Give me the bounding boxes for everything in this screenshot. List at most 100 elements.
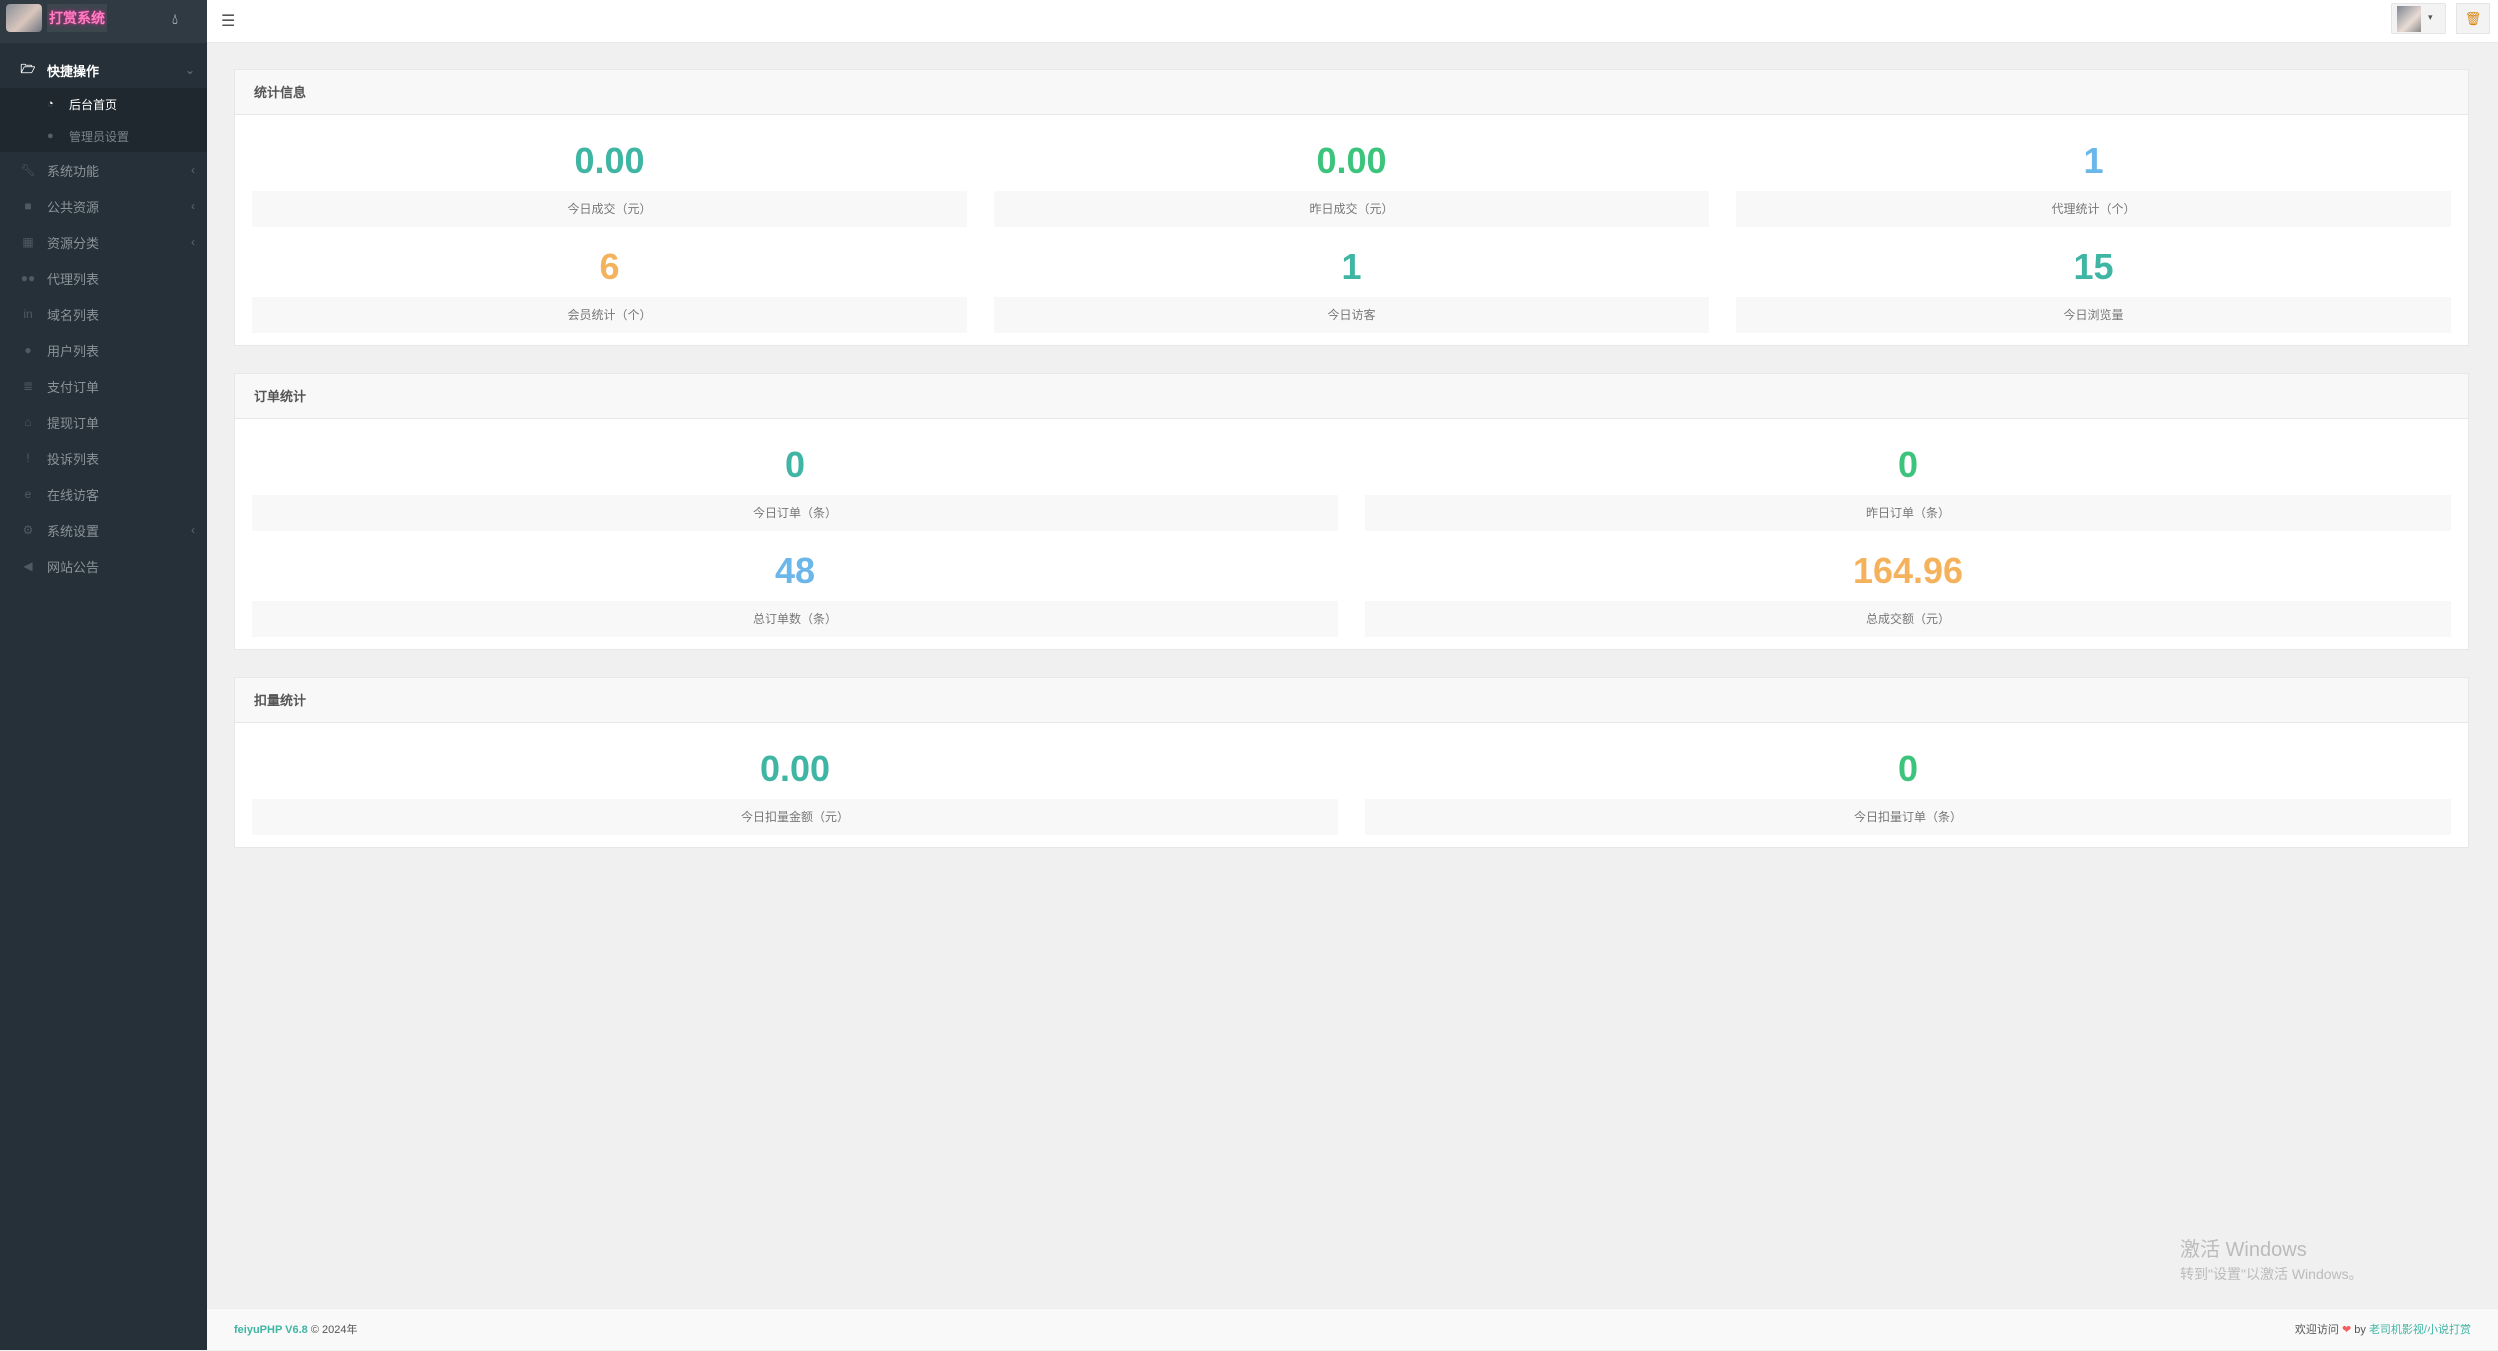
stat-label: 今日扣量订单（条） [1365,799,2451,835]
footer-by: by [2354,1324,2366,1336]
user-menu-button[interactable]: ▾ [2391,3,2446,34]
footer-welcome: 欢迎访问 [2294,1324,2339,1336]
sidebar-item-6[interactable]: ● 用户列表 [0,332,207,368]
watermark-subtitle: 转到"设置"以激活 Windows。 [2180,1266,2363,1282]
submenu: ◔ 后台首页 ● 管理员设置 [0,88,207,152]
footer-copyright: © 2024年 [310,1324,358,1336]
stat-card: 0 今日订单（条） [252,437,1338,543]
sidebar-item-label: 用户列表 [47,343,100,359]
sidebar-item-7[interactable]: ≣ 支付订单 [0,368,207,404]
video-camera-icon: ■ [24,199,32,213]
panel-title: 统计信息 [235,70,2468,115]
grid-icon: ▦ [22,235,34,249]
sidebar-item-label: 投诉列表 [47,451,100,467]
stat-value: 1 [1341,246,1362,287]
sidebar-item-label: 快捷操作 [47,63,100,79]
watermark-title: 激活 Windows [2180,1239,2307,1261]
sidebar-item-5[interactable]: in 域名列表 [0,296,207,332]
bank-icon: ⌂ [24,415,32,429]
submenu-item-0[interactable]: ◔ 后台首页 [0,88,207,120]
hamburger-icon[interactable]: ☰ [221,13,236,30]
footer: feiyuPHP V6.8 © 2024年 欢迎访问 ❤ by 老司机影视/小说… [207,1308,2498,1350]
stat-card: 0.00 昨日成交（元） [994,133,1709,239]
chevron-down-icon: ⌄ [184,63,195,77]
stat-card: 164.96 总成交额（元） [1365,543,2451,649]
chevron-left-icon: ‹ [191,523,195,537]
stat-card: 0.00 今日扣量金额（元） [252,741,1338,847]
user-avatar [2397,6,2421,32]
trash-icon: 🗑︎ [2464,11,2482,26]
footer-brand[interactable]: feiyuPHP V6.8 [234,1324,308,1336]
clear-cache-button[interactable]: 🗑︎ [2456,3,2490,34]
stat-label: 今日浏览量 [1736,297,2451,333]
user-icon: ● [24,343,32,357]
sidebar-menu: 🗁 快捷操作 ⌄ ◔ 后台首页 ● 管理员设置 🔧︎ 系统功能 ‹ ■ 公共资源 ‹ ▦ 资源分类 ‹ ●● 代理… [0,52,207,584]
logo-bar: 打赏系统 💧︎ [0,0,207,43]
footer-site-link[interactable]: 老司机影视/小说打赏 [2368,1324,2471,1336]
brand-logo: 打赏系统 [47,4,107,32]
sidebar-item-10[interactable]: e 在线访客 [0,476,207,512]
stat-card: 1 今日访客 [994,239,1709,345]
stat-label: 昨日成交（元） [994,191,1709,227]
sidebar-item-3[interactable]: ▦ 资源分类 ‹ [0,224,207,260]
sidebar-item-12[interactable]: ◀ 网站公告 [0,548,207,584]
stat-label: 今日成交（元） [252,191,967,227]
sidebar-item-label: 提现订单 [47,415,100,431]
stat-value: 0 [1897,444,1919,485]
stat-card: 0 昨日订单（条） [1365,437,2451,543]
stat-label: 代理统计（个） [1736,191,2451,227]
stat-value: 15 [2073,246,2114,287]
sidebar-item-label: 系统功能 [47,163,100,179]
dashboard-icon: ◔ [47,98,54,110]
sidebar-item-8[interactable]: ⌂ 提现订单 [0,404,207,440]
stat-card: 0 今日扣量订单（条） [1365,741,2451,847]
sidebar-item-0[interactable]: 🗁 快捷操作 ⌄ [0,52,207,88]
stat-label: 今日扣量金额（元） [252,799,1338,835]
submenu-item-label: 管理员设置 [69,129,130,144]
linkedin-icon: in [23,307,33,321]
admin-avatar [6,4,42,32]
wrench-icon: 🔧︎ [20,163,36,177]
users-icon: ●● [20,271,36,285]
sidebar-item-label: 公共资源 [47,199,100,215]
stats-panel: 统计信息 0.00 今日成交（元） 0.00 昨日成交（元） 1 代理统计（个） 6 会员统计（… [234,69,2469,346]
bullhorn-icon: ◀ [23,559,33,573]
stat-value: 164.96 [1852,550,1964,591]
sidebar-item-9[interactable]: ! 投诉列表 [0,440,207,476]
submenu-item-label: 后台首页 [69,97,118,112]
stat-label: 总订单数（条） [252,601,1338,637]
stat-value: 0.00 [1316,140,1387,181]
droplet-icon[interactable]: 💧︎ [172,11,179,28]
stat-label: 今日访客 [994,297,1709,333]
stat-value: 0 [1897,748,1919,789]
stat-value: 6 [599,246,620,287]
exclamation-circle-icon: ! [26,451,30,465]
panel-title: 扣量统计 [235,678,2468,723]
stat-label: 总成交额（元） [1365,601,2451,637]
sidebar-item-1[interactable]: 🔧︎ 系统功能 ‹ [0,152,207,188]
sidebar-item-label: 代理列表 [47,271,100,287]
stats-panel: 扣量统计 0.00 今日扣量金额（元） 0 今日扣量订单（条） [234,677,2469,848]
sidebar-item-4[interactable]: ●● 代理列表 [0,260,207,296]
submenu-item-1[interactable]: ● 管理员设置 [0,120,207,152]
stat-card: 1 代理统计（个） [1736,133,2451,239]
stat-value: 1 [2083,140,2104,181]
folder-open-icon: 🗁 [20,61,36,76]
sidebar-item-label: 系统设置 [47,523,100,539]
windows-activation-watermark: 激活 Windows 转到"设置"以激活 Windows。 [2180,1233,2363,1284]
sidebar-item-11[interactable]: ⚙ 系统设置 ‹ [0,512,207,548]
database-icon: ≣ [22,379,34,393]
stat-label: 昨日订单（条） [1365,495,2451,531]
gear-icon: ⚙ [22,523,34,537]
stat-value: 0.00 [574,140,645,181]
edge-icon: e [24,487,32,501]
sidebar-item-2[interactable]: ■ 公共资源 ‹ [0,188,207,224]
user-icon: ● [47,130,54,142]
stat-label: 今日订单（条） [252,495,1338,531]
panel-title: 订单统计 [235,374,2468,419]
topbar: ☰ ▾ 🗑︎ [207,0,2498,43]
stat-card: 0.00 今日成交（元） [252,133,967,239]
stat-card: 15 今日浏览量 [1736,239,2451,345]
sidebar-item-label: 域名列表 [47,307,100,323]
sidebar-item-label: 网站公告 [47,559,100,575]
